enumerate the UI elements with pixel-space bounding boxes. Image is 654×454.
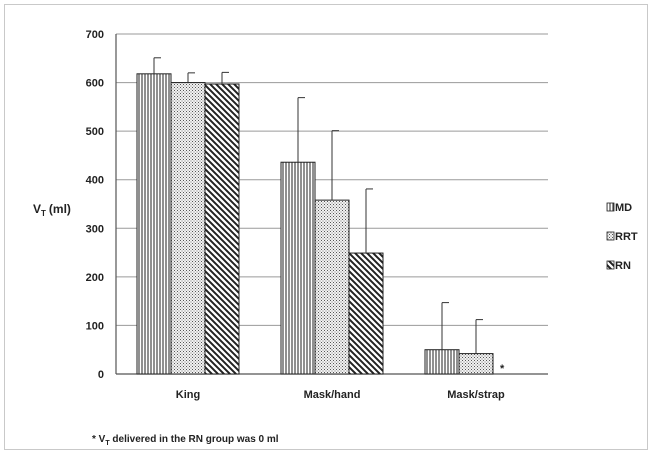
y-tick-label: 100 bbox=[86, 320, 104, 332]
y-tick-label: 300 bbox=[86, 223, 104, 235]
bar-rrt-mask-hand bbox=[314, 199, 350, 375]
x-tick-labels: King Mask/hand Mask/strap bbox=[176, 389, 505, 401]
error-bars bbox=[153, 57, 483, 354]
legend-label-md: MD bbox=[615, 202, 632, 214]
legend-label-rn: RN bbox=[615, 260, 631, 272]
bar-rrt-king bbox=[170, 82, 206, 375]
bar-rn-king bbox=[204, 83, 240, 375]
footnote: * VT delivered in the RN group was 0 ml bbox=[92, 434, 279, 447]
y-tick-label: 500 bbox=[86, 126, 104, 138]
bar-rrt-mask-strap bbox=[458, 353, 494, 375]
legend: MD RRT RN bbox=[606, 202, 638, 272]
bars bbox=[136, 73, 494, 375]
bar-md-mask-strap bbox=[424, 349, 460, 375]
legend-label-rrt: RRT bbox=[615, 231, 638, 243]
bar-rn-mask-hand bbox=[348, 252, 384, 375]
x-tick-label: King bbox=[176, 389, 200, 401]
y-axis-label: VT (ml) bbox=[33, 202, 71, 218]
x-tick-label: Mask/strap bbox=[447, 389, 505, 401]
bar-md-mask-hand bbox=[280, 161, 316, 375]
legend-swatch-md bbox=[606, 202, 615, 212]
y-tick-labels: 0 100 200 300 400 500 600 700 bbox=[86, 29, 104, 381]
y-tick-label: 700 bbox=[86, 29, 104, 41]
y-tick-label: 200 bbox=[86, 272, 104, 284]
y-tick-label: 400 bbox=[86, 175, 104, 187]
zero-value-asterisk: * bbox=[500, 363, 505, 375]
y-tick-label: 0 bbox=[98, 369, 104, 381]
legend-swatch-rrt bbox=[606, 231, 615, 241]
y-tick-label: 600 bbox=[86, 78, 104, 90]
bar-md-king bbox=[136, 73, 172, 375]
x-tick-label: Mask/hand bbox=[304, 389, 361, 401]
legend-swatch-rn bbox=[606, 260, 615, 270]
